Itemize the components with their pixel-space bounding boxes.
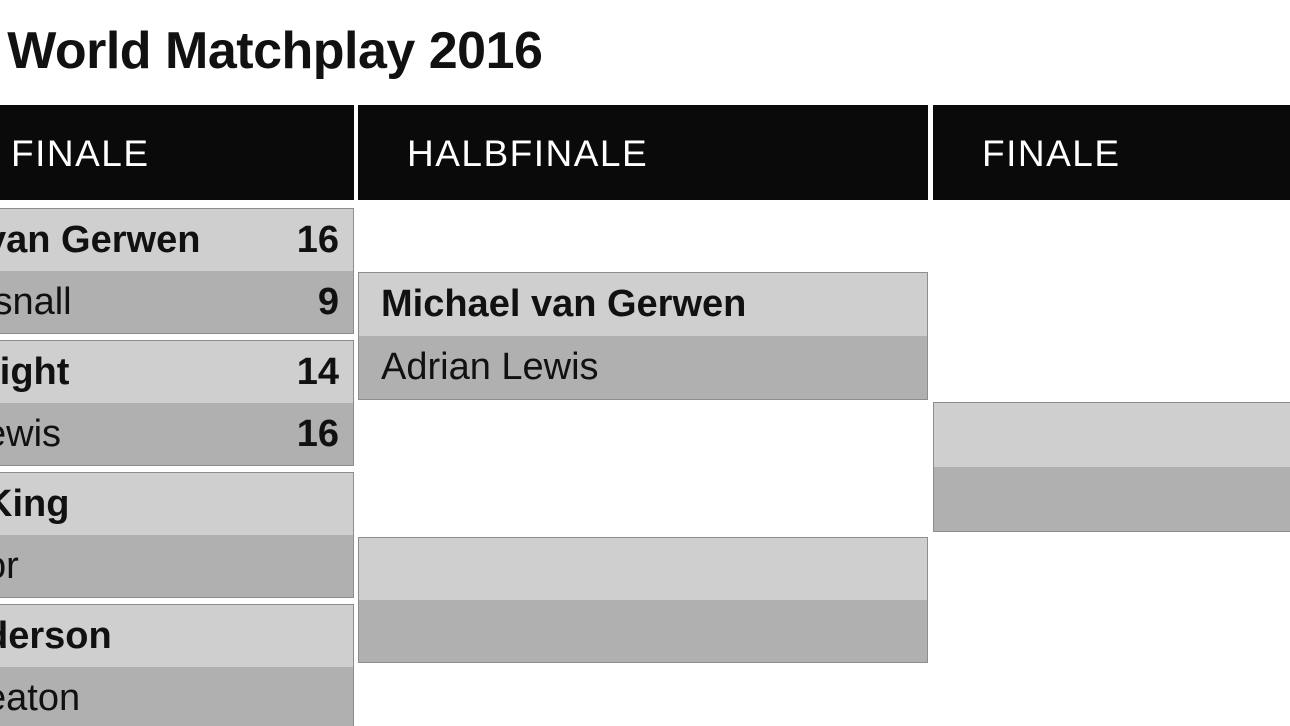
match-box[interactable]: derson eaton — [0, 604, 354, 726]
match-box[interactable]: right 14 ewis 16 — [0, 340, 354, 466]
round-header-semifinal: HALBFINALE — [358, 105, 928, 200]
round-header-quarterfinal-label: FINALE — [11, 133, 150, 174]
round-header-final: FINALE — [933, 105, 1290, 200]
round-header-semifinal-label: HALBFINALE — [407, 133, 649, 174]
player-score: 16 — [296, 218, 339, 261]
match-slot[interactable]: van Gerwen 16 — [0, 209, 353, 271]
match-slot[interactable]: eaton — [0, 667, 353, 726]
match-box[interactable]: Michael van Gerwen Adrian Lewis — [358, 272, 928, 400]
player-name: derson — [0, 614, 112, 657]
player-name: Adrian Lewis — [381, 346, 599, 388]
player-name: isnall — [0, 280, 72, 323]
player-name: ewis — [0, 412, 62, 455]
match-slot[interactable]: King — [0, 473, 353, 535]
match-slot[interactable] — [934, 467, 1290, 531]
player-name: or — [0, 544, 19, 587]
match-slot[interactable] — [359, 600, 927, 662]
player-name: Michael van Gerwen — [381, 283, 747, 325]
player-name: right — [0, 350, 70, 393]
match-slot[interactable]: or — [0, 535, 353, 597]
player-score: 16 — [296, 412, 339, 455]
player-score: 14 — [296, 350, 339, 393]
match-slot[interactable]: ewis 16 — [0, 403, 353, 465]
match-slot[interactable]: right 14 — [0, 341, 353, 403]
match-box[interactable]: van Gerwen 16 isnall 9 — [0, 208, 354, 334]
player-name: eaton — [0, 676, 81, 719]
match-slot[interactable]: Michael van Gerwen — [359, 273, 927, 336]
page-title: u World Matchplay 2016 — [0, 22, 543, 80]
match-slot[interactable]: Adrian Lewis — [359, 336, 927, 399]
match-slot[interactable] — [934, 403, 1290, 467]
round-header-quarterfinal: FINALE — [0, 105, 354, 200]
match-box[interactable] — [933, 402, 1290, 532]
match-box[interactable] — [358, 537, 928, 663]
player-score: 9 — [317, 280, 339, 323]
player-name: van Gerwen — [0, 218, 201, 261]
match-slot[interactable]: derson — [0, 605, 353, 667]
round-header-final-label: FINALE — [982, 133, 1121, 174]
match-slot[interactable] — [359, 538, 927, 600]
player-name: King — [0, 482, 70, 525]
match-box[interactable]: King or — [0, 472, 354, 598]
match-slot[interactable]: isnall 9 — [0, 271, 353, 333]
